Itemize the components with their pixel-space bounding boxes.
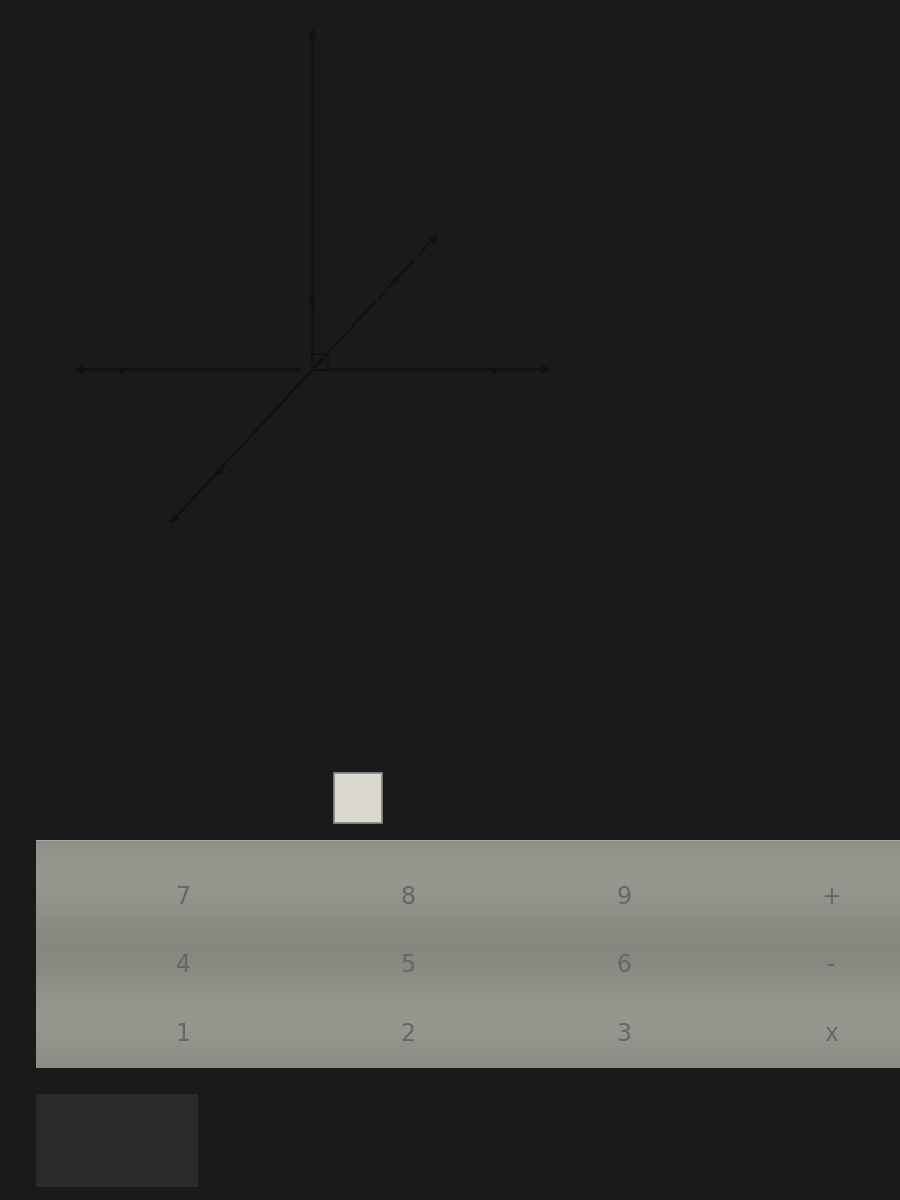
Bar — [312, 354, 328, 370]
Text: B: B — [272, 281, 284, 295]
Text: A: A — [73, 324, 86, 338]
Text: D: D — [496, 324, 508, 338]
Text: 7: 7 — [176, 886, 191, 910]
Text: 4: 4 — [176, 953, 191, 977]
Text: 6: 6 — [616, 953, 631, 977]
Text: C: C — [412, 252, 424, 266]
Text: x: x — [824, 1022, 838, 1045]
Text: Determine the measure of the angle.: Determine the measure of the angle. — [70, 588, 408, 606]
Text: 8: 8 — [400, 886, 415, 910]
Text: Enter the correct answer in the box.: Enter the correct answer in the box. — [70, 689, 404, 707]
Text: 1: 1 — [176, 1022, 190, 1045]
Text: 2: 2 — [400, 1022, 415, 1045]
Text: F: F — [329, 408, 340, 422]
Bar — [334, 773, 382, 823]
Text: °: ° — [391, 781, 400, 799]
Text: -: - — [826, 953, 835, 977]
Text: ∠DFE =: ∠DFE = — [70, 781, 176, 804]
Text: E: E — [200, 493, 210, 508]
Text: 42°: 42° — [360, 288, 392, 306]
Text: +: + — [821, 886, 841, 910]
Text: 5: 5 — [400, 953, 415, 977]
Bar — [36, 1094, 198, 1187]
Text: In the figure, Lines AD and CE intersect at Point F.: In the figure, Lines AD and CE intersect… — [70, 25, 575, 43]
Text: 9: 9 — [616, 886, 631, 910]
Text: 3: 3 — [616, 1022, 631, 1045]
